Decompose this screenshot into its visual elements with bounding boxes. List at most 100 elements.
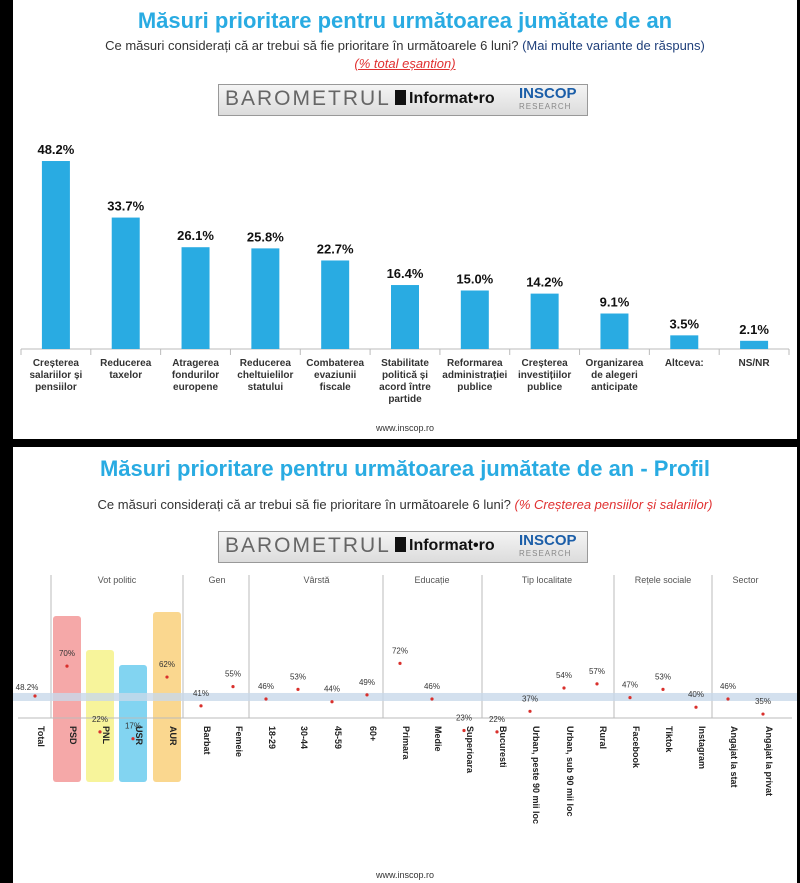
data-point [761,712,765,716]
point-value-label: 54% [556,671,572,680]
category-label: USR [134,726,144,746]
group-header: Sector [732,575,758,585]
category-label: Atragerea [172,358,219,369]
data-point [595,682,599,686]
bar-value-label: 25.8% [247,229,284,244]
top-chart-title: Măsuri prioritare pentru următoarea jumă… [137,8,673,33]
category-label: Urban, peste 90 mii loc [531,726,541,824]
category-label: Reducerea [240,358,292,369]
data-point [365,693,369,697]
category-label: 45-59 [333,726,343,749]
category-label: AUR [168,726,178,746]
point-value-label: 62% [159,660,175,669]
category-label: 30-44 [299,726,309,749]
total-reference-band [13,692,797,701]
inscop-research-text: RESEARCH [519,549,572,558]
bar-value-label: 2.1% [739,322,769,337]
inscop-text: INSCOP [519,532,577,549]
category-label: Primara [401,726,411,761]
data-point [495,730,499,734]
barometrul-logo: BAROMETRUL Informat•ro INSCOP RESEARCH [218,84,588,116]
category-label: Angajat la privat [764,726,774,796]
category-label: fiscale [320,382,352,393]
category-label: Medie [433,726,443,752]
group-header: Gen [208,575,225,585]
category-label: taxelor [109,370,142,381]
point-value-label: 22% [92,715,108,724]
group-header: Rețele sociale [635,575,692,585]
category-label: Rural [598,726,608,749]
category-label: fondurilor [172,370,219,381]
bar [111,217,140,349]
group-header: Educație [414,575,449,585]
category-label: de alegeri [591,370,638,381]
bar-chart-panel: Măsuri prioritare pentru următoarea jumă… [13,0,797,439]
bar [740,340,769,349]
bar-value-label: 9.1% [600,295,630,310]
category-label: Total [36,726,46,747]
point-value-label: 47% [622,681,638,690]
bar [391,285,419,349]
category-label: pensiilor [35,382,77,393]
bar [181,247,210,349]
category-label: salariilor și [30,370,83,381]
category-label: Creșterea [33,358,80,369]
data-point [430,697,434,701]
informat-text: Informat•ro [409,90,495,107]
category-label: europene [173,382,218,393]
bar-value-label: 22.7% [317,241,354,256]
category-label: Femeie [234,726,244,757]
informat-i-icon [395,90,406,105]
bottom-base-note: (% Creșterea pensiilor și salariilor) [514,497,713,512]
data-point [131,737,135,741]
category-label: administrației [442,370,507,381]
profile-chart-panel: Măsuri prioritare pentru următoarea jumă… [13,447,797,883]
category-label: cheltuielilor [237,370,293,381]
data-point [231,685,235,689]
top-question-note: (Mai multe variante de răspuns) [522,38,705,53]
data-point [296,687,300,691]
point-value-label: 40% [688,690,704,699]
category-label: Creșterea [522,358,569,369]
data-point [65,664,69,668]
top-footer-url: www.inscop.ro [375,423,435,433]
point-value-label: 49% [359,678,375,687]
group-header: Tip localitate [522,575,572,585]
point-value-label: 70% [59,649,75,658]
inscop-research-text: RESEARCH [519,102,572,111]
data-point [661,687,665,691]
top-question-text: Ce măsuri considerați că ar trebui să fi… [105,38,519,53]
category-label: Facebook [631,726,641,769]
category-label: Angajat la stat [729,726,739,788]
informat-text: Informat•ro [409,537,495,554]
category-label: Instagram [697,726,707,769]
data-point [33,694,37,698]
point-value-label: 53% [655,672,671,681]
category-label: PSD [68,726,78,745]
inscop-text: INSCOP [519,85,577,102]
point-value-label: 35% [755,697,771,706]
bar [41,161,70,349]
point-value-label: 55% [225,670,241,679]
barometrul-text: BAROMETRUL [225,87,391,110]
point-value-label: 41% [193,689,209,698]
top-question: Ce măsuri considerați că ar trebui să fi… [13,38,797,53]
point-value-label: 22% [489,715,505,724]
bar-value-label: 48.2% [37,142,74,157]
category-label: Barbat [202,726,212,755]
profile-chart: Vot politic Gen Vârstă Educație Tip localita… [13,575,797,824]
category-label: investițiilor [518,370,571,381]
bar [460,290,489,349]
point-value-label: 37% [522,694,538,703]
data-point [528,709,532,713]
group-header: Vârstă [303,575,329,585]
category-label: partide [388,394,422,405]
category-label: PNL [101,726,111,745]
category-label: Reformarea [447,358,503,369]
barometrul-text: BAROMETRUL [225,534,391,557]
category-label: evaziunii [314,370,356,381]
data-point [264,697,268,701]
bar-value-label: 16.4% [387,266,424,281]
category-label: NS/NR [739,358,771,369]
